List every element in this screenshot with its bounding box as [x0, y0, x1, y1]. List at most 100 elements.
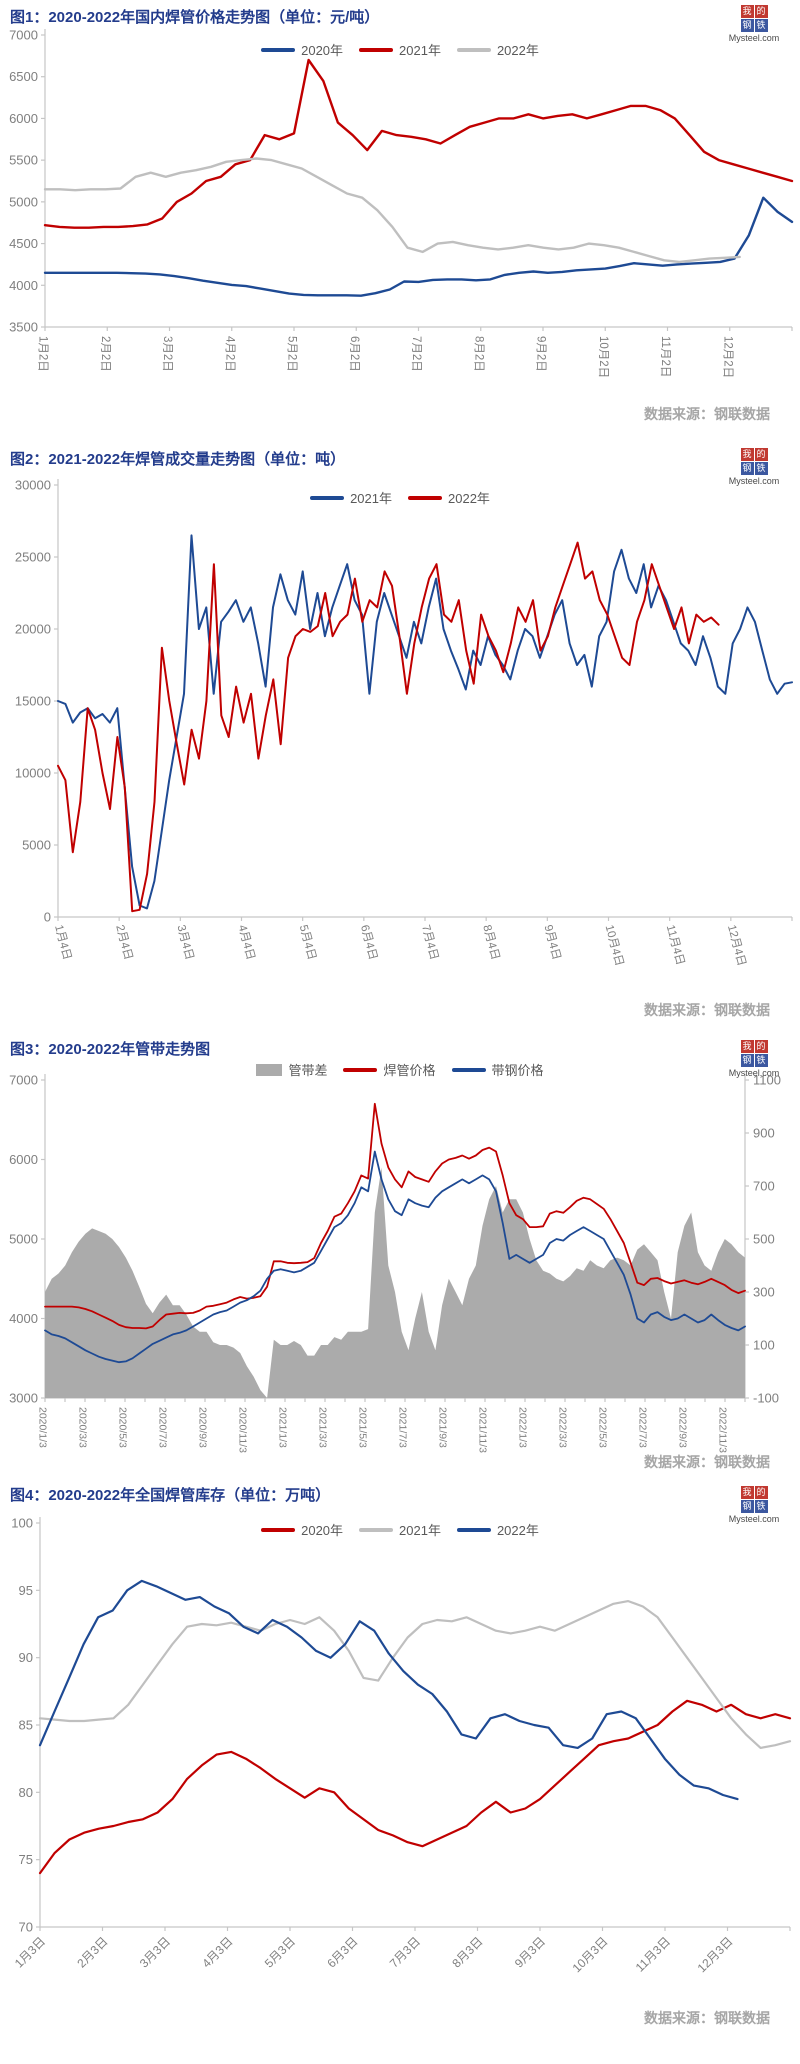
logo-char: 的 — [754, 5, 768, 18]
legend-swatch — [456, 1527, 491, 1532]
svg-text:6000: 6000 — [9, 1152, 38, 1167]
legend-volume-chart: 2021年 2022年 — [0, 488, 800, 507]
svg-text:20000: 20000 — [15, 622, 51, 637]
chart-title-spread: 图3：2020-2022年管带走势图 — [10, 1041, 211, 1058]
logo-char: 的 — [754, 448, 768, 461]
mysteel-logo: 我的钢铁 Mysteel.com — [722, 1040, 786, 1078]
svg-text:2021/5/3: 2021/5/3 — [357, 1407, 369, 1448]
svg-text:5500: 5500 — [9, 153, 38, 168]
svg-text:10月2日: 10月2日 — [597, 336, 609, 378]
svg-text:9月4日: 9月4日 — [541, 924, 562, 962]
svg-text:12月3日: 12月3日 — [695, 1934, 736, 1975]
mysteel-logo-squares: 我的钢铁 — [722, 448, 786, 475]
svg-text:2021/7/3: 2021/7/3 — [397, 1407, 409, 1448]
svg-text:6000: 6000 — [9, 111, 38, 126]
legend-price-chart: 2020年 2021年 2022年 — [0, 40, 800, 59]
legend-item: 2022年 — [456, 1520, 539, 1539]
svg-text:8月3日: 8月3日 — [449, 1934, 485, 1970]
svg-text:2月3日: 2月3日 — [74, 1934, 110, 1970]
legend-swatch — [451, 1067, 486, 1072]
logo-char: 钢 — [740, 462, 754, 475]
legend-label: 2022年 — [496, 1523, 539, 1538]
legend-label: 焊管价格 — [383, 1063, 436, 1078]
legend-item: 2020年 — [261, 40, 343, 59]
chart-title-volume: 图2：2021-2022年焊管成交量走势图（单位：吨） — [10, 451, 346, 468]
chart-block-spread: 图3：2020-2022年管带走势图 我的钢铁 Mysteel.com 管带差 焊管… — [0, 1030, 800, 1476]
svg-text:3月3日: 3月3日 — [137, 1934, 173, 1970]
data-source-label: 数据来源：钢联数据 — [644, 1455, 770, 1471]
svg-text:6月3日: 6月3日 — [324, 1934, 360, 1970]
pipe-strip-spread-chart: 3000 4000 5000 6000 7000 -100 100 300 500 700 900 1… — [9, 1073, 781, 1454]
svg-text:2021/3/3: 2021/3/3 — [317, 1407, 329, 1448]
logo-site-text: Mysteel.com — [728, 1068, 780, 1078]
legend-item: 管带差 — [256, 1060, 327, 1079]
svg-text:11月3日: 11月3日 — [633, 1934, 673, 1974]
svg-text:5月3日: 5月3日 — [262, 1934, 298, 1970]
logo-char: 钢 — [740, 1054, 754, 1067]
svg-text:6500: 6500 — [9, 69, 38, 84]
welded-pipe-price-chart: 3500 4000 4500 5000 5500 6000 6500 7000 1月2日 2月2日… — [9, 28, 794, 378]
data-source-label: 数据来源：钢联数据 — [644, 407, 770, 423]
legend-label: 2021年 — [399, 1523, 441, 1538]
svg-text:6月2日: 6月2日 — [348, 336, 360, 372]
svg-text:2022/5/3: 2022/5/3 — [597, 1407, 609, 1448]
svg-text:85: 85 — [19, 1718, 33, 1733]
svg-text:5月2日: 5月2日 — [286, 336, 298, 372]
svg-text:25000: 25000 — [15, 550, 51, 565]
svg-text:1月3日: 1月3日 — [12, 1934, 48, 1970]
svg-text:2022/11/3: 2022/11/3 — [717, 1407, 729, 1453]
svg-text:3月2日: 3月2日 — [161, 336, 173, 372]
svg-text:2020/11/3: 2020/11/3 — [237, 1407, 249, 1453]
legend-swatch — [408, 495, 442, 500]
svg-text:95: 95 — [19, 1583, 33, 1598]
svg-text:4000: 4000 — [9, 1311, 38, 1326]
svg-text:0: 0 — [44, 910, 51, 925]
legend-label: 2020年 — [301, 1523, 344, 1538]
svg-text:7000: 7000 — [9, 28, 38, 43]
logo-site-text: Mysteel.com — [728, 1514, 780, 1524]
logo-char: 我 — [740, 1486, 754, 1499]
legend-swatch — [261, 47, 296, 52]
svg-text:9月2日: 9月2日 — [535, 336, 547, 372]
svg-text:7月2日: 7月2日 — [410, 336, 422, 372]
svg-text:2021/1/3: 2021/1/3 — [277, 1407, 289, 1448]
logo-char: 钢 — [740, 1500, 754, 1513]
logo-site-text: Mysteel.com — [728, 476, 780, 486]
legend-label: 2022年 — [448, 491, 490, 506]
svg-text:3月4日: 3月4日 — [174, 924, 195, 962]
svg-text:8月2日: 8月2日 — [472, 336, 484, 372]
mysteel-logo-squares: 我的钢铁 — [722, 1486, 786, 1513]
legend-item: 带钢价格 — [451, 1060, 544, 1079]
mysteel-logo: 我的钢铁 Mysteel.com — [722, 448, 786, 486]
legend-spread-chart: 管带差 焊管价格 带钢价格 — [0, 1060, 800, 1079]
logo-char: 我 — [740, 1040, 754, 1053]
legend-item: 2020年 — [261, 1520, 343, 1539]
svg-text:7月4日: 7月4日 — [419, 924, 440, 962]
svg-text:500: 500 — [753, 1232, 775, 1247]
svg-text:2022/1/3: 2022/1/3 — [517, 1407, 529, 1448]
legend-label: 2022年 — [496, 43, 539, 58]
svg-text:8月4日: 8月4日 — [480, 924, 501, 962]
svg-text:5月4日: 5月4日 — [297, 924, 318, 962]
svg-text:2020/3/3: 2020/3/3 — [77, 1407, 89, 1448]
legend-swatch — [359, 47, 394, 52]
svg-text:2022/7/3: 2022/7/3 — [637, 1407, 649, 1448]
legend-item: 2021年 — [310, 488, 392, 507]
svg-text:5000: 5000 — [22, 838, 51, 853]
legend-swatch — [343, 1067, 378, 1072]
svg-text:1月2日: 1月2日 — [37, 336, 49, 372]
svg-text:4月4日: 4月4日 — [236, 924, 257, 962]
legend-swatch — [256, 1063, 283, 1076]
svg-text:2021/9/3: 2021/9/3 — [437, 1407, 449, 1448]
svg-text:7000: 7000 — [9, 1073, 38, 1088]
svg-text:12月2日: 12月2日 — [721, 336, 733, 378]
svg-text:5000: 5000 — [9, 194, 38, 209]
svg-text:300: 300 — [753, 1285, 775, 1300]
legend-item: 2022年 — [408, 488, 490, 507]
svg-text:2022/9/3: 2022/9/3 — [677, 1407, 689, 1448]
legend-label: 带钢价格 — [491, 1063, 544, 1078]
svg-text:3500: 3500 — [9, 320, 38, 335]
mysteel-logo-squares: 我的钢铁 — [722, 1040, 786, 1067]
mysteel-logo: 我的钢铁 Mysteel.com — [722, 5, 786, 43]
